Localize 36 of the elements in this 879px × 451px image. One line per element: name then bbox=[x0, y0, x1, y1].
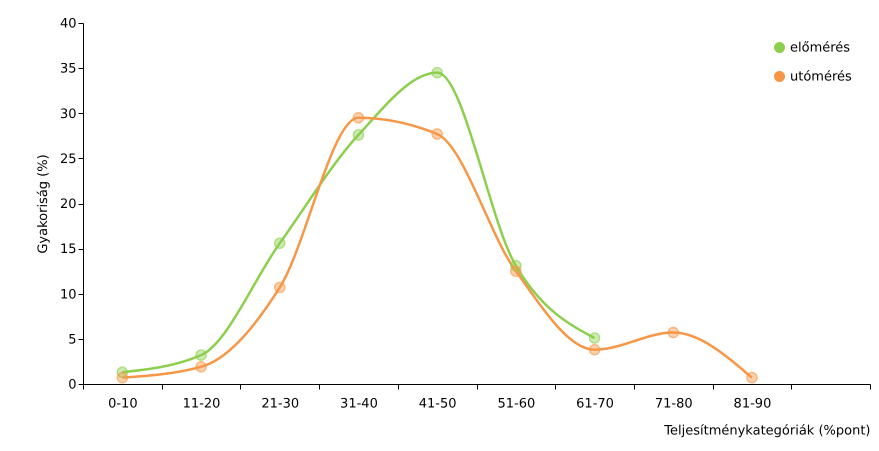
x-tick-label: 51-60 bbox=[497, 396, 536, 412]
y-tick-label: 5 bbox=[68, 332, 76, 348]
x-tick-label: 61-70 bbox=[576, 396, 614, 412]
point bbox=[195, 349, 207, 361]
y-tick-label: 25 bbox=[60, 152, 76, 167]
point bbox=[274, 237, 286, 249]
x-tick-label: 31-40 bbox=[340, 396, 378, 412]
point bbox=[352, 129, 364, 141]
y-tick-label: 15 bbox=[60, 242, 76, 258]
x-tick-label: 0-10 bbox=[108, 396, 138, 412]
y-tick-label: 35 bbox=[60, 62, 76, 77]
point bbox=[352, 112, 364, 124]
y-tick-label: 0 bbox=[68, 378, 76, 392]
point bbox=[588, 332, 600, 344]
point bbox=[588, 344, 600, 356]
y-tick-label: 30 bbox=[60, 106, 76, 122]
x-axis-title: Teljesítménykategóriák (%pont) bbox=[663, 424, 870, 438]
legend-label: előmérés bbox=[790, 40, 850, 56]
y-tick-label: 40 bbox=[60, 16, 76, 32]
y-tick-label: 20 bbox=[60, 197, 76, 212]
x-tick-label: 21-30 bbox=[261, 396, 300, 412]
point bbox=[510, 265, 522, 277]
point bbox=[274, 282, 286, 294]
legend-label: utómérés bbox=[790, 70, 852, 84]
x-tick-label: 71-80 bbox=[654, 396, 693, 412]
point bbox=[116, 372, 128, 384]
x-tick-label: 81-90 bbox=[734, 396, 772, 412]
x-tick-label: 41-50 bbox=[418, 396, 457, 412]
point bbox=[431, 66, 443, 78]
point bbox=[195, 361, 207, 373]
x-tick-label: 11-20 bbox=[182, 396, 220, 412]
point bbox=[746, 372, 758, 384]
y-tick-label: 10 bbox=[60, 287, 76, 302]
y-axis-title: Gyakoriság (%) bbox=[36, 154, 51, 254]
point bbox=[668, 326, 679, 338]
point bbox=[431, 128, 443, 140]
